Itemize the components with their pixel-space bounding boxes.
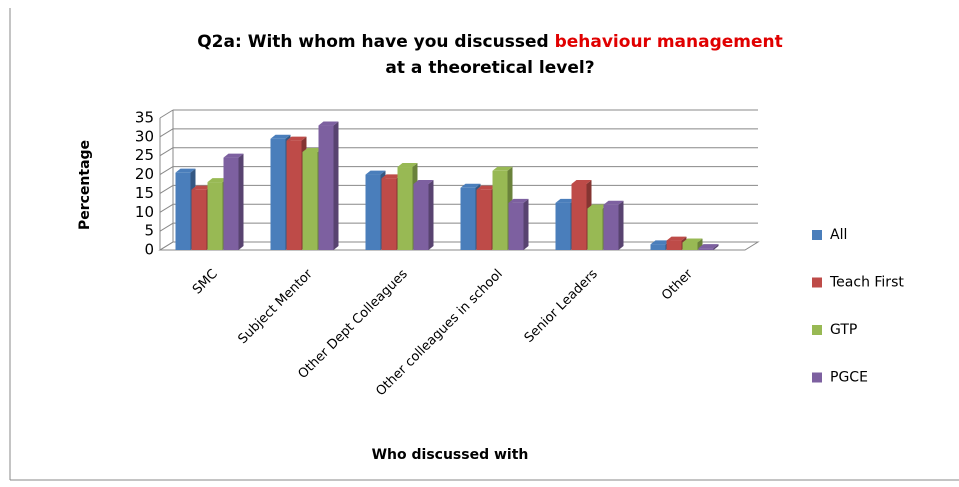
bar <box>460 187 476 250</box>
chart-title-line2: at a theoretical level? <box>385 58 594 78</box>
bar <box>587 208 603 250</box>
bar-top <box>508 198 529 203</box>
bar-top <box>175 168 196 173</box>
bar-side <box>618 200 624 250</box>
legend-swatch <box>812 372 822 383</box>
bar-top <box>207 178 228 183</box>
bar <box>508 202 524 250</box>
y-tick-label: 20 <box>135 165 154 183</box>
bar-top <box>650 240 671 245</box>
bar-top <box>555 198 576 203</box>
y-axis-title: Percentage <box>77 140 93 230</box>
title-highlight: behaviour management <box>555 32 783 52</box>
legend-label: PGCE <box>830 370 868 386</box>
bar <box>175 172 191 250</box>
bar-top <box>381 174 402 179</box>
bar-top <box>682 238 703 243</box>
bar-top <box>476 185 497 190</box>
bar-top <box>587 204 608 209</box>
bar <box>413 184 429 250</box>
bar <box>223 157 239 250</box>
bar <box>682 242 698 250</box>
bar-side <box>238 153 244 250</box>
bar <box>666 240 682 250</box>
y-tick-label: 35 <box>135 109 154 127</box>
grid-side <box>159 185 174 194</box>
bar <box>207 182 223 250</box>
grid-side <box>159 147 174 157</box>
bar-side <box>697 238 703 250</box>
grid-side <box>159 109 174 119</box>
bar <box>397 167 413 250</box>
bar <box>698 248 714 250</box>
bar-top <box>397 163 418 168</box>
grid-side <box>159 166 174 175</box>
bar <box>270 138 286 250</box>
bar <box>381 178 397 250</box>
bar <box>302 151 318 250</box>
bar <box>650 244 666 250</box>
bar <box>286 140 302 250</box>
bar-top <box>698 244 719 249</box>
bar <box>603 204 619 250</box>
bar-top <box>318 121 339 126</box>
y-tick-label: 30 <box>135 127 154 145</box>
legend-label: GTP <box>830 322 857 338</box>
bar-top <box>286 136 307 141</box>
grid-side <box>159 241 174 251</box>
bar-top <box>571 180 592 184</box>
bar-side <box>713 244 719 250</box>
y-tick-label: 10 <box>135 203 154 221</box>
bar-top <box>603 200 624 205</box>
grid-side <box>159 203 174 213</box>
y-tick-label: 5 <box>144 222 154 240</box>
bar <box>571 184 587 250</box>
bar-top <box>223 153 244 158</box>
bar-side <box>428 180 434 250</box>
legend-swatch <box>812 277 822 288</box>
bar-side <box>523 198 529 250</box>
grid-side <box>159 222 174 232</box>
grid-side <box>159 128 174 138</box>
x-axis-title: Who discussed with <box>372 447 529 463</box>
bar-top <box>365 170 386 175</box>
bar <box>191 189 207 250</box>
bar-top <box>270 134 291 139</box>
y-tick-label: 0 <box>144 241 154 259</box>
bar-side <box>333 121 339 251</box>
bar <box>318 125 334 250</box>
bar-top <box>413 180 434 184</box>
chart-title: Q2a: With whom have you discussed behavi… <box>197 32 783 52</box>
bar-top <box>302 147 323 152</box>
title-part: Q2a: With whom have you discussed <box>197 32 548 52</box>
legend-label: All <box>830 227 847 243</box>
bar-top <box>191 185 212 190</box>
y-tick-label: 25 <box>135 146 154 164</box>
bar-top <box>492 166 513 171</box>
legend-swatch <box>812 230 822 240</box>
y-tick-label: 15 <box>135 184 154 202</box>
legend-swatch <box>812 325 822 335</box>
bar <box>492 170 508 250</box>
bar-top <box>666 236 687 241</box>
bar <box>365 174 381 250</box>
legend-label: Teach First <box>829 275 904 291</box>
bar <box>476 189 492 250</box>
bar-top <box>460 183 481 188</box>
bar <box>555 202 571 250</box>
